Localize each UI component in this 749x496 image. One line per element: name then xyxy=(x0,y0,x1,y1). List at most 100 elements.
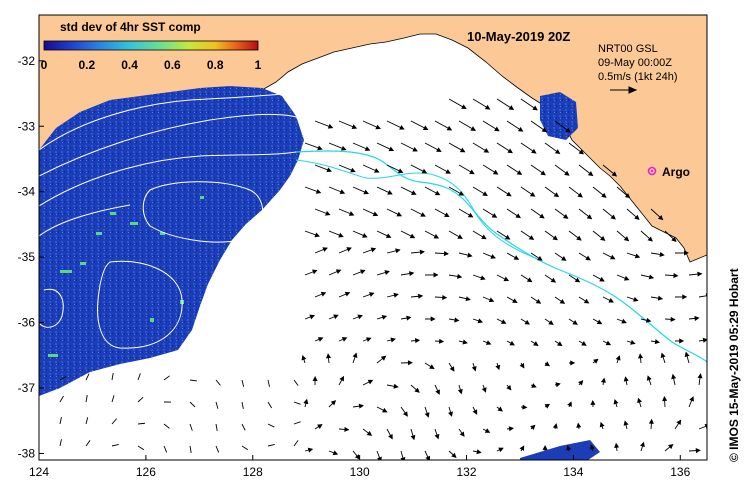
current-arrow xyxy=(386,383,399,389)
current-arrow xyxy=(410,293,424,299)
current-arrow xyxy=(434,384,440,395)
current-arrow xyxy=(544,142,561,155)
current-arrow xyxy=(496,318,507,324)
current-arrow xyxy=(448,273,463,279)
current-arrow xyxy=(482,340,492,345)
current-arrow xyxy=(338,426,350,432)
current-arrow xyxy=(362,379,374,386)
current-arrow xyxy=(328,186,346,195)
current-arrow xyxy=(328,400,337,408)
current-arrow xyxy=(338,208,355,216)
current-arrow xyxy=(482,296,495,303)
current-arrow xyxy=(506,340,515,346)
current-arrow xyxy=(566,445,572,452)
current-arrow xyxy=(303,398,309,408)
current-arrow xyxy=(85,417,89,425)
current-arrow xyxy=(554,120,571,133)
current-arrow xyxy=(506,208,521,219)
current-arrow xyxy=(85,395,88,403)
current-arrow xyxy=(328,314,339,320)
plot-frame xyxy=(38,14,708,461)
current-arrow xyxy=(592,318,603,325)
current-arrow xyxy=(576,422,582,430)
current-arrow xyxy=(664,230,677,242)
current-arrow xyxy=(304,447,314,453)
current-arrow xyxy=(664,273,679,279)
current-arrow xyxy=(293,440,299,447)
current-arrow xyxy=(554,382,561,388)
current-arrow xyxy=(352,230,368,238)
current-time: 09-May 00:00Z xyxy=(598,57,672,69)
current-arrow xyxy=(328,269,342,276)
current-arrow xyxy=(544,318,554,325)
current-arrow xyxy=(293,401,301,405)
current-arrow xyxy=(530,296,542,304)
current-arrow xyxy=(293,421,301,425)
colorbar-tick-label: 0.6 xyxy=(164,58,181,72)
current-arrow xyxy=(448,317,460,323)
current-arrow xyxy=(458,428,465,437)
current-arrow xyxy=(544,361,551,367)
current-arrow xyxy=(386,164,404,173)
current-arrow xyxy=(482,252,496,259)
current-arrow xyxy=(301,354,307,364)
current-arrow xyxy=(674,419,682,430)
current-arrow xyxy=(552,423,558,430)
current-arrow xyxy=(530,424,536,430)
current-arrow xyxy=(554,208,569,219)
current-arrow xyxy=(314,337,324,342)
current-arrow xyxy=(267,379,270,387)
current-arrow xyxy=(506,120,524,132)
y-tick-label: -38 xyxy=(18,446,36,460)
current-arrow xyxy=(352,450,361,460)
current-arrow xyxy=(519,362,525,369)
current-arrow xyxy=(688,271,703,277)
current-arrow xyxy=(578,296,590,304)
current-arrow xyxy=(472,98,491,110)
current-arrow xyxy=(410,208,426,217)
current-arrow xyxy=(189,423,193,431)
current-arrow xyxy=(376,355,387,364)
colorbar-tick-label: 0.8 xyxy=(207,58,224,72)
y-tick-label: -34 xyxy=(18,185,36,199)
current-arrow xyxy=(386,428,393,440)
current-arrow xyxy=(578,208,593,220)
current-arrow xyxy=(481,384,487,393)
current-arrow xyxy=(241,379,245,387)
argo-marker[interactable] xyxy=(647,166,657,176)
current-arrow xyxy=(568,360,576,366)
current-arrow xyxy=(458,339,468,345)
current-arrow xyxy=(328,142,347,151)
current-arrow xyxy=(325,353,332,364)
current-arrow xyxy=(589,444,595,452)
current-arrow xyxy=(602,208,616,220)
current-arrow xyxy=(640,317,652,323)
current-arrow xyxy=(386,248,401,254)
current-arrow xyxy=(362,428,373,436)
current-arrow xyxy=(410,120,429,130)
current-arrow xyxy=(568,230,582,241)
current-arrow xyxy=(472,142,490,153)
current-arrow xyxy=(304,230,320,238)
current-arrow xyxy=(137,445,145,451)
current-arrow xyxy=(599,421,605,430)
current-arrow xyxy=(352,314,363,320)
current-arrow xyxy=(520,186,536,197)
current-arrow xyxy=(520,274,533,283)
current-arrow xyxy=(400,315,412,321)
current-arrow xyxy=(458,296,471,302)
current-arrow xyxy=(662,396,668,408)
colorbar-tick-label: 0 xyxy=(41,58,48,72)
x-tick-label: 130 xyxy=(350,465,370,479)
current-arrow xyxy=(506,384,512,391)
current-arrow xyxy=(568,274,581,283)
current-model: NRT00 GSL xyxy=(598,43,658,55)
current-arrow xyxy=(602,164,618,177)
current-arrow xyxy=(111,443,119,447)
current-arrow xyxy=(448,450,457,458)
current-arrow xyxy=(434,120,453,131)
current-arrow xyxy=(304,186,322,194)
current-scale-label: 0.5m/s (1kt 24h) xyxy=(598,71,677,83)
current-arrow xyxy=(111,395,115,403)
current-arrow xyxy=(640,274,655,280)
